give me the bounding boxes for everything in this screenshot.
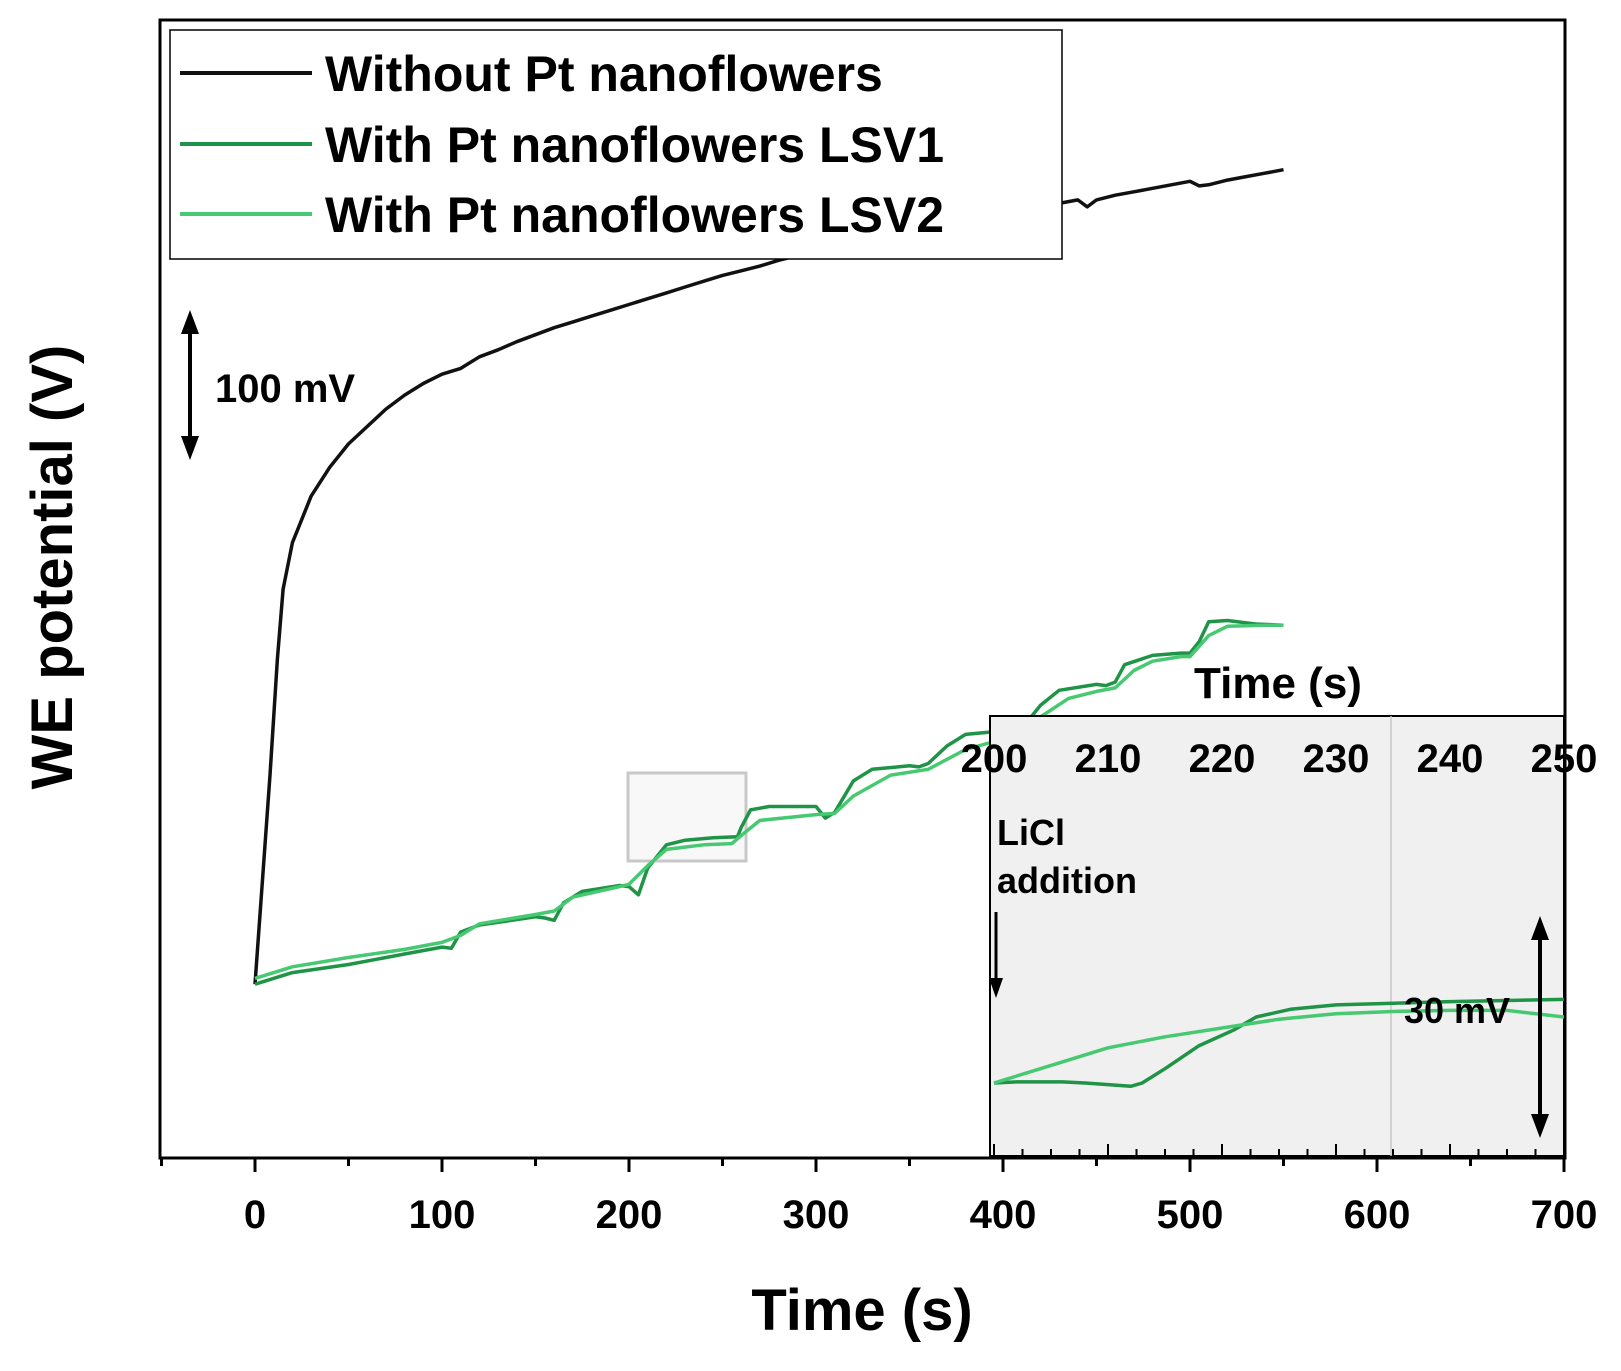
inset: 200 210 220 230 240 250 Time (s) LiCl additio… <box>961 659 1598 1157</box>
x-axis-tick-labels: 0 100 200 300 400 500 600 700 <box>244 1193 1598 1237</box>
series-line-lsv1 <box>254 618 1284 986</box>
inset-series-line-lsv1 <box>993 997 1565 1089</box>
legend-box <box>169 29 1063 260</box>
x-tick-label: 700 <box>1531 1193 1598 1237</box>
scale-bar-100mv <box>181 310 199 460</box>
scale-label-30mv: 30 mV <box>1404 990 1510 1031</box>
x-tick-label: 300 <box>783 1193 850 1237</box>
x-tick-label: 500 <box>1157 1193 1224 1237</box>
x-tick-label: 400 <box>970 1193 1037 1237</box>
legend-label-without: Without Pt nanoflowers <box>325 46 883 102</box>
series-line-without <box>253 167 1284 985</box>
inset-frame <box>989 715 1565 1157</box>
x-tick-label: 100 <box>409 1193 476 1237</box>
legend: Without Pt nanoflowers With Pt nanoflowe… <box>169 29 1063 260</box>
scale-label-100mv: 100 mV <box>215 367 355 411</box>
inset-series-line-lsv2 <box>993 1008 1565 1085</box>
x-tick-label: 600 <box>1344 1193 1411 1237</box>
x-tick-label: 0 <box>244 1193 266 1237</box>
main-series-group <box>253 167 1284 986</box>
legend-label-lsv1: With Pt nanoflowers LSV1 <box>325 117 944 173</box>
inset-annotation-line1: LiCl <box>997 812 1065 853</box>
inset-x-tick-labels: 200 210 220 230 240 250 <box>961 737 1598 781</box>
inset-tick-label: 250 <box>1531 737 1598 781</box>
plot-frame <box>158 18 1567 1160</box>
inset-tick-label: 210 <box>1075 737 1142 781</box>
scale-bar-30mv <box>1531 916 1549 1138</box>
inset-tick-label: 230 <box>1303 737 1370 781</box>
inset-tick-label: 240 <box>1417 737 1484 781</box>
series-line-lsv2 <box>254 623 1284 981</box>
legend-label-lsv2: With Pt nanoflowers LSV2 <box>325 187 944 243</box>
y-axis-title: WE potential (V) <box>20 345 85 790</box>
inset-annotation-line2: addition <box>997 860 1137 901</box>
x-tick-label: 200 <box>596 1193 663 1237</box>
inset-series-group <box>993 997 1565 1089</box>
x-axis-ticks <box>160 1158 1566 1172</box>
inset-tick-label: 200 <box>961 737 1028 781</box>
inset-tick-label: 220 <box>1189 737 1256 781</box>
licl-arrow <box>989 912 1003 998</box>
x-axis-title: Time (s) <box>751 1278 972 1343</box>
inset-x-ticks <box>993 1144 1565 1156</box>
inset-x-axis-title: Time (s) <box>1194 659 1362 708</box>
